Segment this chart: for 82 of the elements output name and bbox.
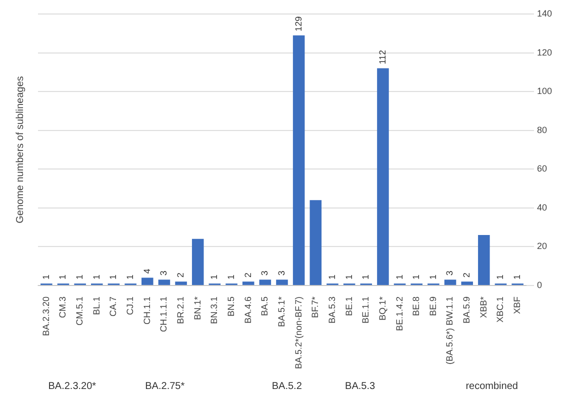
x-tick-label: BN.5	[226, 296, 236, 316]
x-tick-label: BE.1	[344, 296, 354, 316]
bar	[192, 238, 204, 285]
y-tick-label: 20	[536, 241, 547, 252]
data-label: 1	[108, 274, 118, 280]
x-tick-label: BA.2.3.20	[40, 296, 51, 336]
bar	[158, 280, 170, 285]
x-tick-label: XBC.1	[495, 296, 506, 322]
x-tick-label: BE.8	[411, 296, 422, 316]
data-label: 1	[428, 274, 438, 280]
data-label: 112	[377, 50, 388, 64]
x-tick-label: BA.5.3	[326, 296, 337, 324]
x-tick-label: CH.1.1	[142, 296, 152, 324]
x-tick-label: CA.7	[108, 296, 118, 316]
bar	[259, 280, 272, 285]
text: recombined	[466, 380, 518, 392]
bar	[175, 282, 187, 285]
y-tick-label: 80	[536, 124, 547, 135]
bar	[292, 35, 305, 285]
x-tick-label: (BA.5.6*) BW.1.1	[444, 296, 455, 364]
data-label: 1	[74, 274, 85, 280]
bar	[310, 200, 322, 285]
x-tick-label: BA.5.1*	[276, 296, 286, 327]
y-tick-label: 40	[536, 202, 547, 212]
x-tick-label: CH.1.1.1	[158, 296, 169, 332]
x-tick-label: BL.1	[91, 296, 102, 315]
text: BA.2.3.20*	[48, 380, 96, 392]
x-tick-label: BF.7*	[310, 296, 320, 318]
x-tick-label: BE.9	[428, 296, 438, 316]
data-label: 2	[242, 272, 253, 278]
x-tick-label: BA.4.6	[242, 296, 253, 324]
x-tick-label: CM.3	[58, 296, 68, 318]
data-label: 129	[293, 16, 304, 32]
bar	[444, 280, 456, 285]
x-tick-label: BA.5.9	[462, 296, 472, 324]
data-label: 1	[326, 274, 337, 280]
bar	[478, 235, 490, 285]
data-label: 1	[344, 274, 354, 280]
bar	[242, 282, 254, 285]
data-label: 2	[176, 272, 186, 278]
data-label: 1	[209, 274, 220, 280]
x-tick-label: BN.1*	[192, 296, 202, 320]
data-label: 1	[394, 274, 404, 280]
data-label: 1	[40, 274, 51, 280]
y-tick-label: 0	[536, 280, 542, 290]
x-tick-label: BR.2.1	[176, 296, 186, 324]
y-axis-title: Genome numbers of sublineages	[14, 76, 26, 224]
x-tick-label: BE.1.4.2	[394, 296, 404, 331]
text: BA.2.75*	[145, 380, 185, 392]
x-tick-label: CM.5.1	[74, 296, 85, 326]
bar	[377, 68, 389, 285]
data-label: 1	[495, 274, 506, 280]
x-tick-label: BQ.1*	[377, 296, 388, 320]
x-tick-label: BA.5	[260, 296, 270, 316]
data-label: 1	[512, 274, 522, 280]
bar	[141, 278, 154, 285]
x-tick-label: BN.3.1	[209, 296, 220, 324]
data-label: 1	[125, 274, 136, 280]
data-label: 2	[462, 272, 472, 278]
x-tick-label: XBF	[512, 296, 522, 314]
data-label: 1	[411, 274, 422, 280]
data-label: 1	[226, 274, 236, 280]
data-label: 1	[58, 274, 68, 280]
x-tick-label: XBB*	[478, 296, 488, 318]
data-label: 4	[142, 268, 152, 274]
data-label: 3	[444, 270, 455, 276]
y-tick-label: 60	[536, 164, 547, 174]
data-label: 1	[91, 274, 102, 280]
data-label: 3	[276, 270, 286, 276]
x-tick-label: BA.5.2*(non-BF.7)	[293, 296, 304, 370]
y-tick-label: 140	[536, 8, 552, 18]
text: BA.5.3	[345, 380, 376, 392]
text: BA.5.2	[272, 380, 302, 392]
data-label: 1	[360, 274, 371, 280]
x-tick-label: BE.1.1	[360, 296, 371, 324]
data-label: 3	[158, 270, 169, 276]
data-label: 3	[260, 270, 270, 276]
bar	[276, 280, 288, 285]
y-tick-label: 120	[536, 47, 552, 58]
x-tick-label: CJ.1	[125, 296, 136, 315]
bar	[461, 282, 473, 285]
y-tick-label: 100	[536, 86, 552, 96]
